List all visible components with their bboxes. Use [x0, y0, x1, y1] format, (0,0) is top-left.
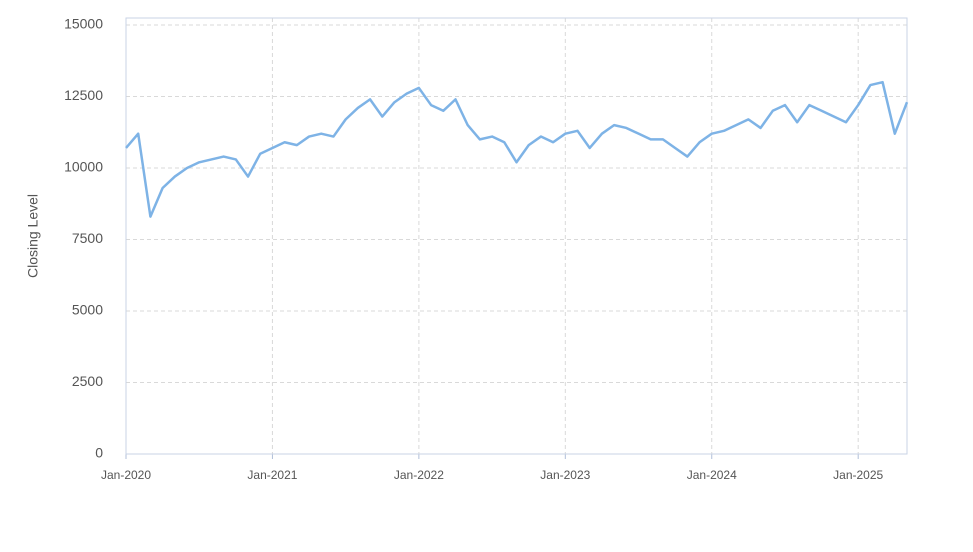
y-tick-label: 10000: [64, 159, 103, 175]
x-tick-label: Jan-2020: [101, 468, 151, 482]
x-tick-label: Jan-2023: [540, 468, 590, 482]
y-tick-label: 7500: [72, 230, 103, 246]
y-tick-label: 5000: [72, 302, 103, 318]
x-tick-label: Jan-2022: [394, 468, 444, 482]
y-tick-label: 2500: [72, 373, 103, 389]
x-tick-label: Jan-2021: [247, 468, 297, 482]
price-line: [125, 80, 909, 218]
x-tick-label: Jan-2024: [687, 468, 737, 482]
y-tick-label: 0: [95, 445, 103, 461]
y-tick-label: 15000: [64, 16, 103, 32]
plot-frame: [125, 17, 908, 455]
y-axis-label: Closing Level: [25, 194, 41, 278]
x-tick-label: Jan-2025: [833, 468, 883, 482]
y-tick-label: 12500: [64, 87, 103, 103]
